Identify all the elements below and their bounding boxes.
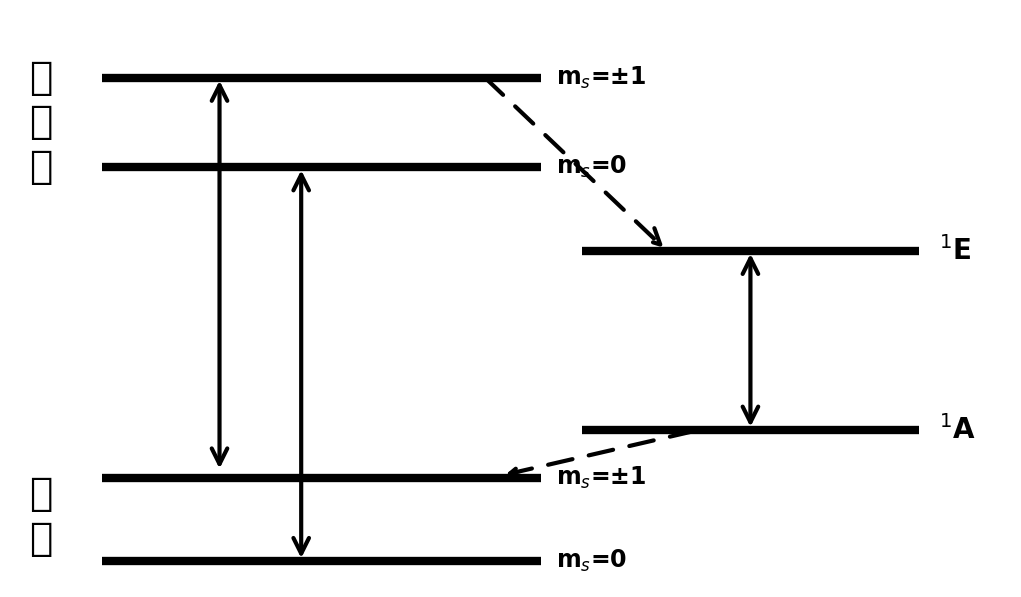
Text: 态: 态 [30, 148, 52, 186]
Text: m$_s$=±1: m$_s$=±1 [556, 464, 647, 491]
Text: 态: 态 [30, 520, 52, 558]
Text: 基: 基 [30, 475, 52, 513]
Text: m$_s$=0: m$_s$=0 [556, 154, 628, 180]
Text: 激: 激 [30, 59, 52, 97]
Text: $^1$E: $^1$E [939, 236, 972, 266]
Text: 发: 发 [30, 103, 52, 141]
Text: m$_s$=0: m$_s$=0 [556, 548, 628, 574]
Text: $^1$A: $^1$A [939, 415, 976, 445]
Text: m$_s$=±1: m$_s$=±1 [556, 64, 647, 91]
